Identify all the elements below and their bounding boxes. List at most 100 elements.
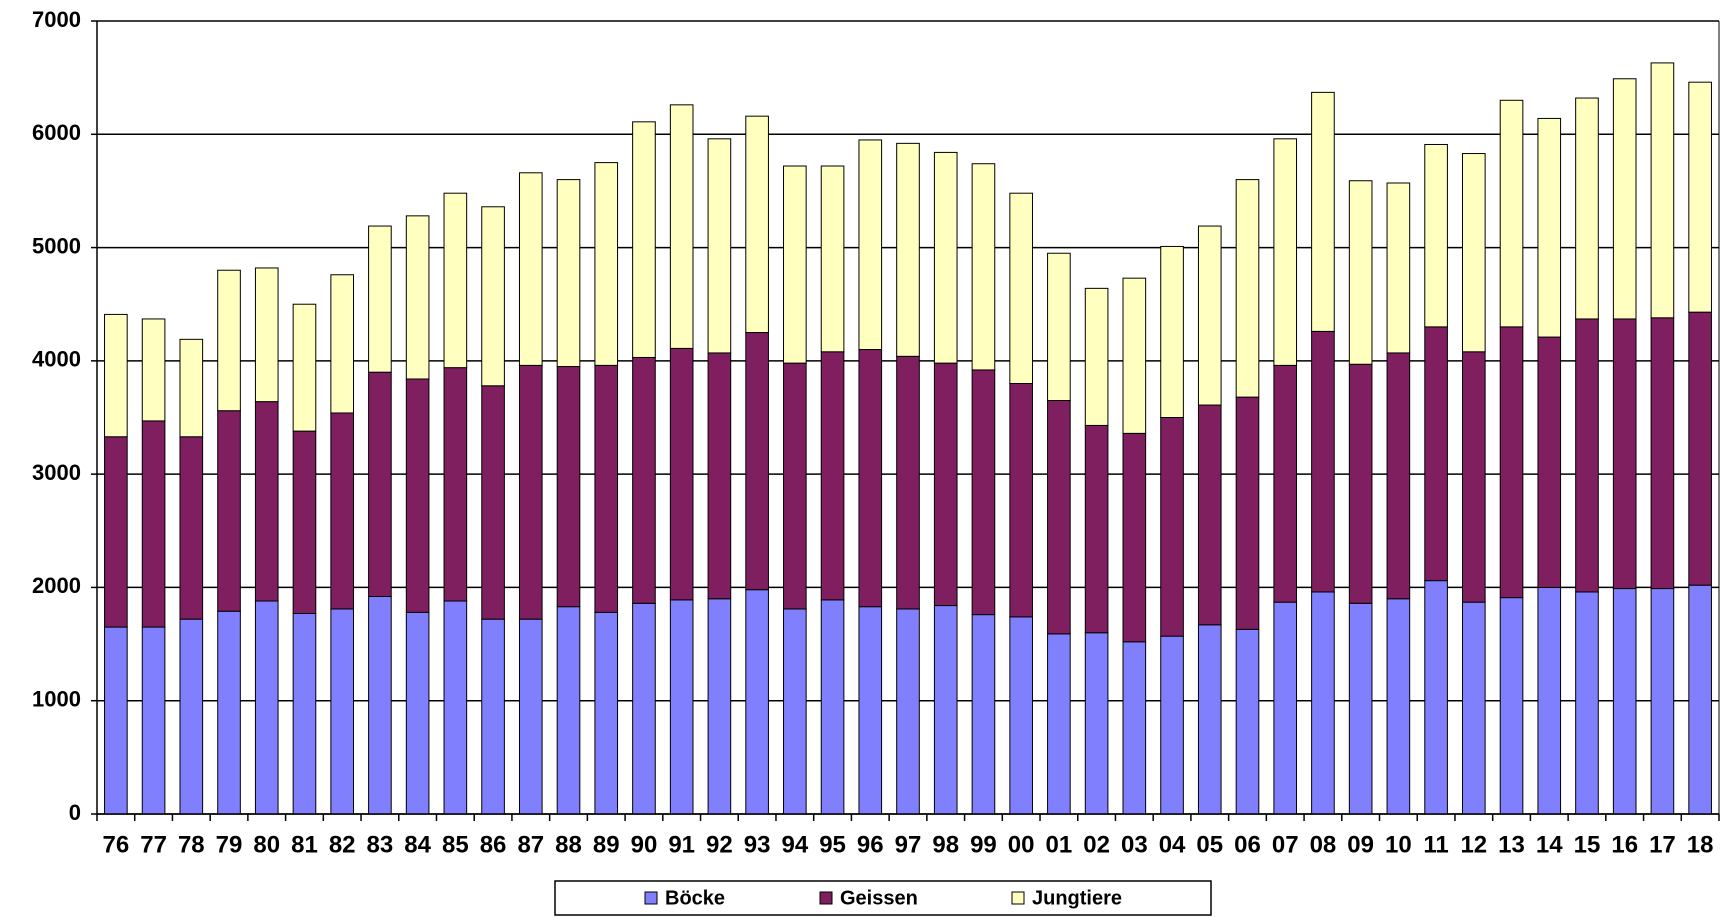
- bar-segment: [594, 364, 619, 613]
- x-tick-label: 94: [781, 831, 808, 858]
- bar-segment: [1650, 317, 1675, 590]
- bar-segment: [1537, 117, 1562, 338]
- bar-segment: [1688, 584, 1712, 815]
- bar-segment: [141, 318, 166, 422]
- x-tick-label: 17: [1649, 831, 1676, 858]
- bar-segment: [179, 338, 204, 438]
- x-tick-label: 97: [895, 831, 922, 858]
- bar-segment: [1650, 588, 1675, 815]
- bar-segment: [1575, 591, 1599, 815]
- x-tick-label: 82: [329, 831, 356, 858]
- bar-segment: [896, 608, 920, 815]
- bar-segment: [1235, 628, 1260, 815]
- bar-segment: [858, 349, 883, 608]
- bar-segment: [707, 138, 732, 354]
- bar-segment: [405, 378, 430, 613]
- bar-segment: [1047, 400, 1071, 635]
- x-tick-label: 02: [1083, 831, 1110, 858]
- bar-segment: [1612, 588, 1637, 815]
- bar-segment: [443, 600, 468, 815]
- bar-segment: [481, 206, 505, 387]
- bar-segment: [1235, 179, 1260, 398]
- x-tick-label: 99: [970, 831, 997, 858]
- bar-segment: [1009, 383, 1033, 618]
- bar-segment: [1311, 330, 1335, 593]
- bar-segment: [1348, 363, 1373, 604]
- y-tick-label: 0: [69, 800, 81, 825]
- x-tick-label: 12: [1460, 831, 1487, 858]
- bar-segment: [1499, 99, 1524, 328]
- bar-segment: [292, 303, 317, 432]
- bar-segment: [1461, 153, 1486, 353]
- bar-segment: [292, 430, 317, 614]
- bar-segment: [1009, 192, 1033, 385]
- bar-segment: [368, 371, 392, 597]
- x-tick-label: 06: [1234, 831, 1261, 858]
- y-tick-label: 6000: [32, 120, 81, 145]
- bar-segment: [1084, 287, 1109, 426]
- bar-segment: [1424, 580, 1448, 815]
- bar-segment: [292, 612, 317, 815]
- bar-segment: [1537, 336, 1562, 588]
- x-tick-label: 85: [442, 831, 469, 858]
- y-tick-label: 7000: [32, 7, 81, 32]
- bar-segment: [1235, 396, 1260, 630]
- x-tick-label: 13: [1498, 831, 1525, 858]
- bar-segment: [820, 599, 845, 815]
- bar-segment: [594, 162, 619, 366]
- bar-segment: [1386, 352, 1411, 600]
- x-tick-label: 87: [517, 831, 544, 858]
- bar-segment: [858, 139, 883, 351]
- bar-segment: [518, 364, 543, 620]
- x-tick-label: 96: [857, 831, 884, 858]
- x-tick-label: 95: [819, 831, 846, 858]
- x-tick-label: 78: [178, 831, 205, 858]
- bar-segment: [1122, 641, 1147, 815]
- bar-segment: [896, 142, 920, 357]
- x-tick-label: 01: [1046, 831, 1073, 858]
- bar-segment: [1688, 311, 1712, 586]
- x-tick-label: 18: [1687, 831, 1714, 858]
- x-tick-label: 81: [291, 831, 318, 858]
- bar-segment: [707, 598, 732, 815]
- bar-segment: [783, 165, 807, 364]
- bar-segment: [933, 362, 958, 607]
- bar-segment: [1047, 252, 1071, 402]
- bar-segment: [330, 274, 355, 414]
- bar-segment: [1612, 78, 1637, 320]
- legend-label: Böcke: [665, 887, 725, 909]
- bar-segment: [556, 606, 581, 815]
- bar-segment: [1311, 91, 1335, 332]
- bar-segment: [971, 163, 996, 371]
- x-tick-label: 86: [480, 831, 507, 858]
- x-tick-label: 91: [668, 831, 695, 858]
- bar-segment: [330, 412, 355, 610]
- bar-segment: [1575, 97, 1599, 320]
- legend-label: Geissen: [840, 887, 918, 909]
- bar-segment: [1197, 404, 1222, 626]
- bar-segment: [481, 385, 505, 620]
- bar-segment: [1537, 586, 1562, 815]
- bar-segment: [1273, 601, 1298, 815]
- bar-segment: [820, 351, 845, 601]
- bar-segment: [1197, 225, 1222, 406]
- bar-segment: [1348, 602, 1373, 815]
- bar-segment: [1122, 277, 1147, 434]
- bar-segment: [783, 608, 807, 815]
- bar-segment: [745, 115, 769, 334]
- x-tick-label: 09: [1347, 831, 1374, 858]
- bar-segment: [556, 179, 581, 368]
- x-tick-label: 05: [1196, 831, 1223, 858]
- bar-segment: [405, 611, 430, 815]
- x-tick-label: 83: [367, 831, 394, 858]
- bar-segment: [1273, 364, 1298, 603]
- bar-segment: [896, 355, 920, 610]
- x-tick-label: 88: [555, 831, 582, 858]
- legend-swatch: [819, 891, 833, 905]
- x-tick-label: 92: [706, 831, 733, 858]
- x-tick-label: 89: [593, 831, 620, 858]
- bar-segment: [1160, 417, 1184, 637]
- x-tick-label: 80: [253, 831, 280, 858]
- x-tick-label: 77: [140, 831, 167, 858]
- y-tick-label: 3000: [32, 460, 81, 485]
